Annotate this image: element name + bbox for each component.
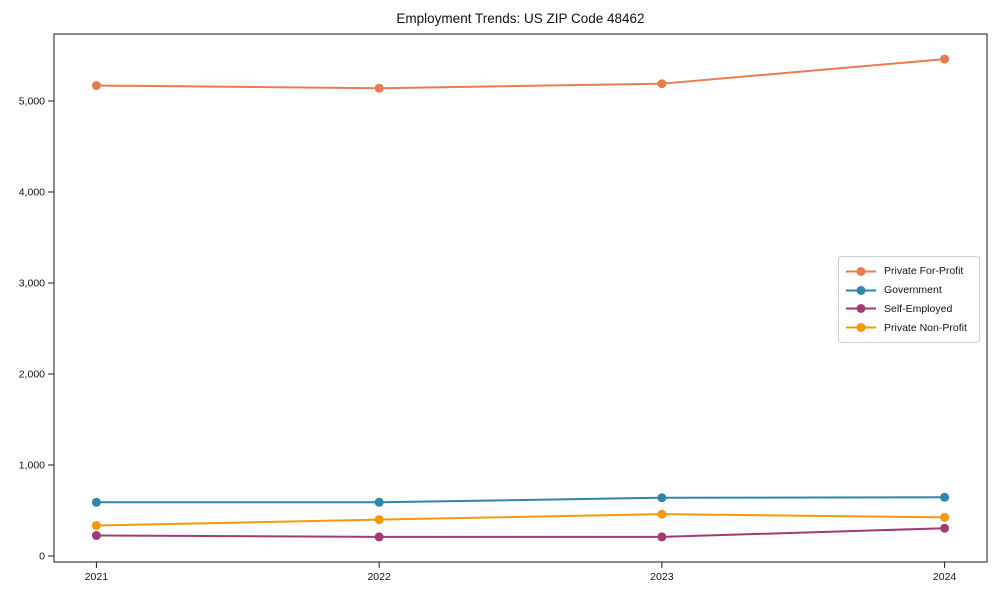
legend-item-private-non-profit: Private Non-Profit <box>845 318 973 337</box>
line-government <box>95 496 946 504</box>
marker-government-2023 <box>657 493 667 503</box>
legend-item-government: Government <box>845 281 973 300</box>
y-tick-label: 2,000 <box>19 368 45 380</box>
legend-line-sample-private-for-profit <box>846 266 876 276</box>
line-self-employed <box>95 527 946 538</box>
legend-label-self-employed: Self-Employed <box>884 302 953 315</box>
y-tick-label: 4,000 <box>19 186 45 198</box>
legend-sample-marker <box>856 304 866 314</box>
marker-private-for-profit-2023 <box>657 79 667 89</box>
marker-private-for-profit-2024 <box>940 54 950 64</box>
line-private-non-profit <box>95 513 946 527</box>
marker-private-for-profit-2021 <box>91 81 101 91</box>
legend-line-sample-private-non-profit <box>846 323 876 333</box>
legend-line-sample-government <box>846 285 876 295</box>
y-tick-label: 1,000 <box>19 459 45 471</box>
x-tick-label: 2021 <box>85 571 109 583</box>
y-tick-label: 5,000 <box>19 95 45 107</box>
legend-label-private-non-profit: Private Non-Profit <box>884 321 967 334</box>
chart-legend: Private For-Profit Government Self-Employe… <box>838 256 980 343</box>
marker-self-employed-2021 <box>91 531 101 541</box>
marker-self-employed-2022 <box>374 532 384 542</box>
legend-sample-marker <box>856 323 866 333</box>
legend-label-government: Government <box>884 284 942 297</box>
x-tick-label: 2022 <box>367 571 391 583</box>
chart-title: Employment Trends: US ZIP Code 48462 <box>396 11 645 26</box>
marker-private-non-profit-2023 <box>657 509 667 519</box>
legend-item-self-employed: Self-Employed <box>845 300 973 319</box>
y-tick-label: 3,000 <box>19 277 45 289</box>
marker-self-employed-2023 <box>657 532 667 542</box>
legend-sample-marker <box>856 266 866 276</box>
marker-private-non-profit-2024 <box>940 512 950 522</box>
marker-private-non-profit-2021 <box>91 521 101 531</box>
x-tick-label: 2023 <box>650 571 674 583</box>
marker-self-employed-2024 <box>940 523 950 533</box>
legend-line-sample-self-employed <box>846 304 876 314</box>
legend-label-private-for-profit: Private For-Profit <box>884 265 964 278</box>
marker-private-non-profit-2022 <box>374 515 384 525</box>
marker-government-2021 <box>91 497 101 507</box>
legend-item-private-for-profit: Private For-Profit <box>845 262 973 281</box>
marker-government-2022 <box>374 497 384 507</box>
marker-private-for-profit-2022 <box>374 83 384 93</box>
x-tick-label: 2024 <box>933 571 957 583</box>
plot-frame <box>53 33 988 563</box>
marker-government-2024 <box>940 492 950 502</box>
line-private-for-profit <box>95 58 946 90</box>
y-tick-label: 0 <box>39 550 45 562</box>
legend-sample-marker <box>856 285 866 295</box>
